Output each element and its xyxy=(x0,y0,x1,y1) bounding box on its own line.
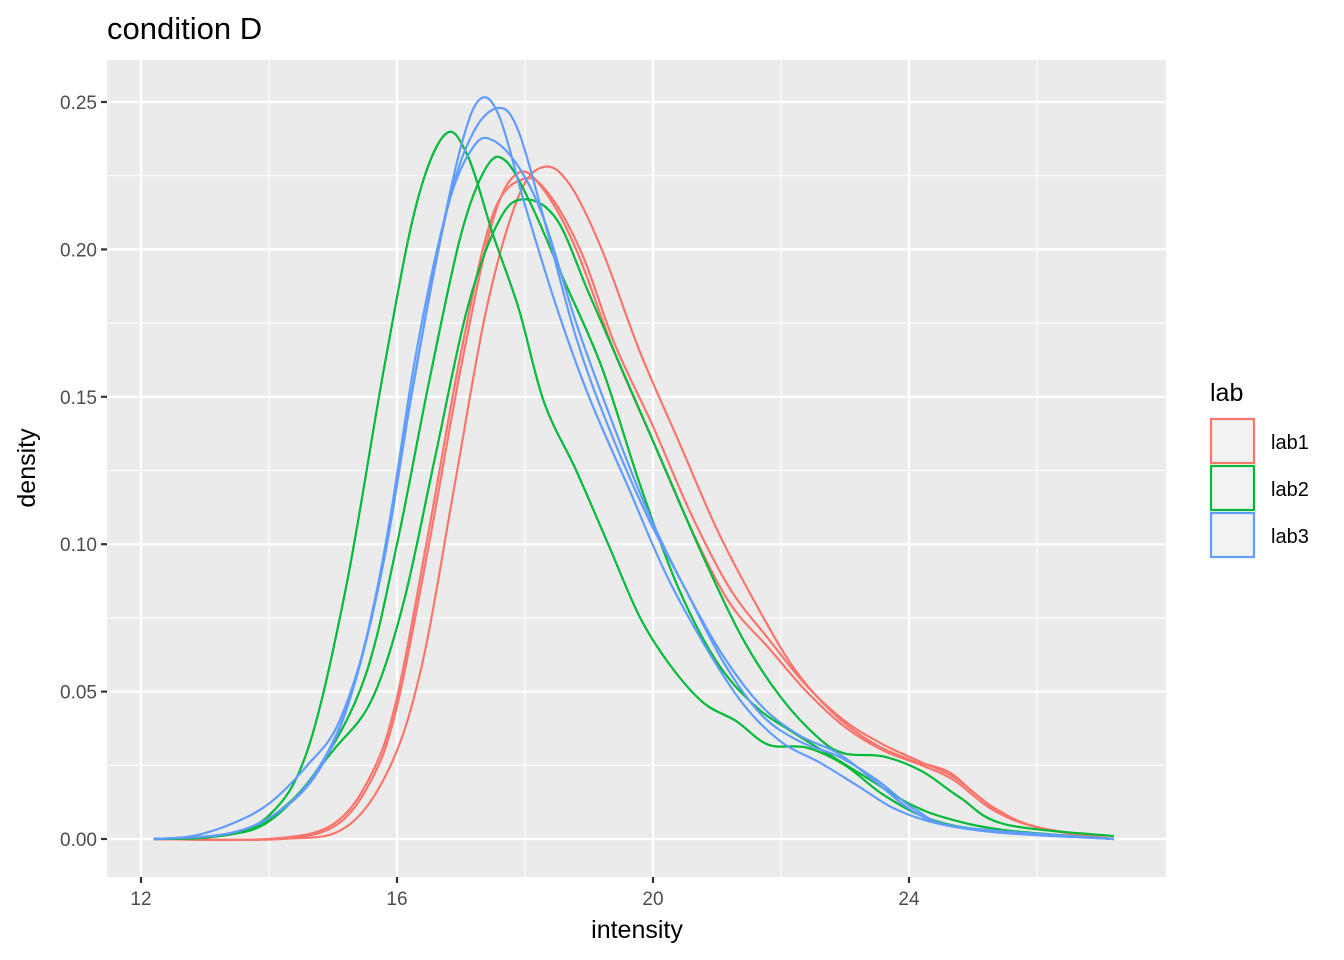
density-curve-lab3 xyxy=(153,96,1114,841)
y-tick-label: 0.10 xyxy=(60,535,97,556)
legend-title: lab xyxy=(1210,379,1243,407)
chart-title: condition D xyxy=(107,11,262,46)
y-axis-title: density xyxy=(13,428,41,508)
x-axis: 12 16 20 24 xyxy=(130,877,920,910)
density-curves xyxy=(153,96,1114,842)
x-axis-title: intensity xyxy=(591,916,683,944)
density-curve-lab2 xyxy=(153,198,1114,841)
x-tick-label: 24 xyxy=(898,889,920,910)
y-axis: 0.00 0.05 0.10 0.15 0.20 0.25 xyxy=(60,93,107,851)
y-tick-label: 0.15 xyxy=(60,388,97,409)
density-curve-lab1 xyxy=(153,165,1114,841)
legend-label-lab1: lab1 xyxy=(1271,432,1309,454)
density-curve-lab1 xyxy=(153,170,1114,841)
density-curve-lab2 xyxy=(153,155,1114,841)
panel-background xyxy=(107,60,1166,877)
x-tick-label: 16 xyxy=(386,889,407,910)
x-tick-label: 20 xyxy=(642,889,663,910)
legend-key-lab1 xyxy=(1209,417,1256,465)
density-curve-lab1 xyxy=(153,176,1114,842)
legend-label-lab3: lab3 xyxy=(1271,526,1309,548)
x-tick-label: 12 xyxy=(130,889,151,910)
y-tick-label: 0.00 xyxy=(60,830,97,851)
plot-panel xyxy=(107,60,1166,877)
density-curve-lab3 xyxy=(153,136,1114,841)
y-tick-label: 0.05 xyxy=(60,683,97,704)
legend-label-lab2: lab2 xyxy=(1271,479,1309,501)
major-gridlines xyxy=(107,60,1166,877)
y-tick-label: 0.20 xyxy=(60,240,97,261)
legend-key-lab2 xyxy=(1209,464,1256,512)
minor-gridlines xyxy=(107,60,1166,877)
legend-entries: lab1 lab2 lab3 xyxy=(1209,417,1309,559)
legend-key-lab3 xyxy=(1209,511,1256,559)
y-tick-label: 0.25 xyxy=(60,93,97,114)
legend: lab lab1 lab2 lab3 xyxy=(1209,379,1309,559)
